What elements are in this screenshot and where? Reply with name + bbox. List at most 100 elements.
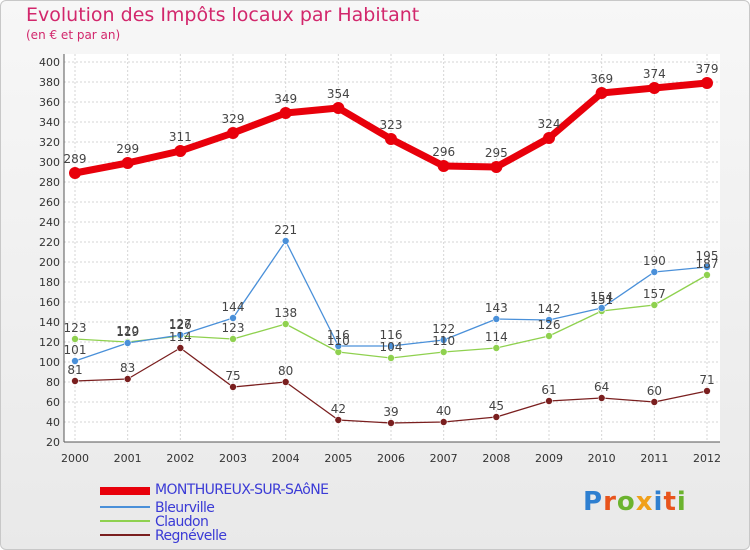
y-tick-label: 80 [46,376,60,389]
x-tick-label: 2011 [640,452,668,465]
data-label: 80 [278,364,293,378]
data-point [650,398,659,406]
data-label: 60 [647,384,662,398]
data-label: 311 [169,130,192,144]
plot-area [64,54,720,442]
chart-title: Evolution des Impôts locaux par Habitant [26,4,420,26]
data-label: 369 [590,72,613,86]
data-point [334,342,343,350]
y-tick-label: 180 [39,276,60,289]
logo-letter: i [653,487,664,517]
y-tick-label: 220 [39,236,60,249]
logo-letter: r [603,487,617,517]
legend-label-monthureux: MONTHUREUX-SUR-SAôNE [155,482,329,498]
x-tick-label: 2012 [693,452,721,465]
data-label: 119 [116,325,139,339]
data-point [229,335,237,343]
data-label: 40 [436,404,451,418]
data-label: 120 [116,324,139,338]
logo-letter: i [676,487,687,517]
legend-swatch-bleurville [100,506,150,508]
y-tick-label: 140 [39,316,60,329]
data-point [597,304,606,312]
data-point [543,132,555,144]
x-tick-label: 2006 [377,452,405,465]
y-tick-label: 400 [39,56,60,69]
data-label: 295 [485,146,508,160]
data-label: 61 [541,383,556,397]
y-tick-label: 100 [39,356,60,369]
data-label: 123 [64,321,87,335]
data-label: 110 [432,334,455,348]
data-point [439,336,448,344]
data-label: 157 [643,287,666,301]
data-point [387,419,395,427]
x-tick-label: 2008 [482,452,510,465]
logo-letter: o [616,487,636,517]
data-label: 101 [64,343,87,357]
data-point [385,133,397,145]
data-point [176,331,185,339]
logo-letter: x [635,487,654,517]
data-label: 154 [590,290,613,304]
data-label: 190 [643,254,666,268]
data-label: 296 [432,145,455,159]
data-label: 349 [274,92,297,106]
data-label: 187 [696,257,719,271]
y-tick-label: 200 [39,256,60,269]
x-tick-label: 2007 [430,452,458,465]
data-label: 126 [169,318,192,332]
data-label: 83 [120,361,135,375]
data-point [650,268,659,276]
y-tick-label: 120 [39,336,60,349]
x-tick-label: 2005 [324,452,352,465]
data-label: 324 [538,117,561,131]
data-point [492,413,501,421]
proxiti-logo: Proxiti [583,487,687,517]
data-point [123,339,132,347]
data-label: 289 [64,152,87,166]
y-tick-label: 160 [39,296,60,309]
y-tick-label: 60 [46,396,60,409]
data-label: 142 [538,302,561,316]
data-label: 71 [699,373,714,387]
data-point [69,167,81,179]
legend-label-bleurville: Bleurville [155,500,215,516]
data-label: 221 [274,223,297,237]
data-label: 143 [485,301,508,315]
legend-swatch-regnevelle [100,534,150,536]
data-point [703,387,711,395]
data-point [545,397,553,405]
data-point [123,375,132,383]
data-point [387,342,395,350]
y-tick-label: 380 [39,76,60,89]
data-point [439,348,448,356]
data-label: 299 [116,142,139,156]
data-point [492,315,501,323]
data-label: 110 [327,334,350,348]
data-label: 123 [222,321,245,335]
data-label: 45 [489,399,504,413]
data-point [595,87,608,99]
data-point [703,263,711,271]
x-tick-label: 2010 [588,452,616,465]
data-label: 122 [432,322,455,336]
y-tick-label: 40 [46,416,60,429]
data-point [71,377,79,385]
data-point [648,82,661,94]
data-label: 64 [594,380,609,394]
data-point [227,127,239,139]
data-label: 75 [225,369,240,383]
logo-letter: P [583,487,604,517]
x-tick-label: 2009 [535,452,563,465]
data-point [334,416,343,424]
data-point [387,354,395,362]
y-tick-label: 300 [39,156,60,169]
data-point [545,332,553,340]
data-label: 114 [485,330,508,344]
chart-subtitle: (en € et par an) [26,28,121,42]
data-point [490,161,503,173]
data-point [597,394,606,402]
data-label: 126 [538,318,561,332]
